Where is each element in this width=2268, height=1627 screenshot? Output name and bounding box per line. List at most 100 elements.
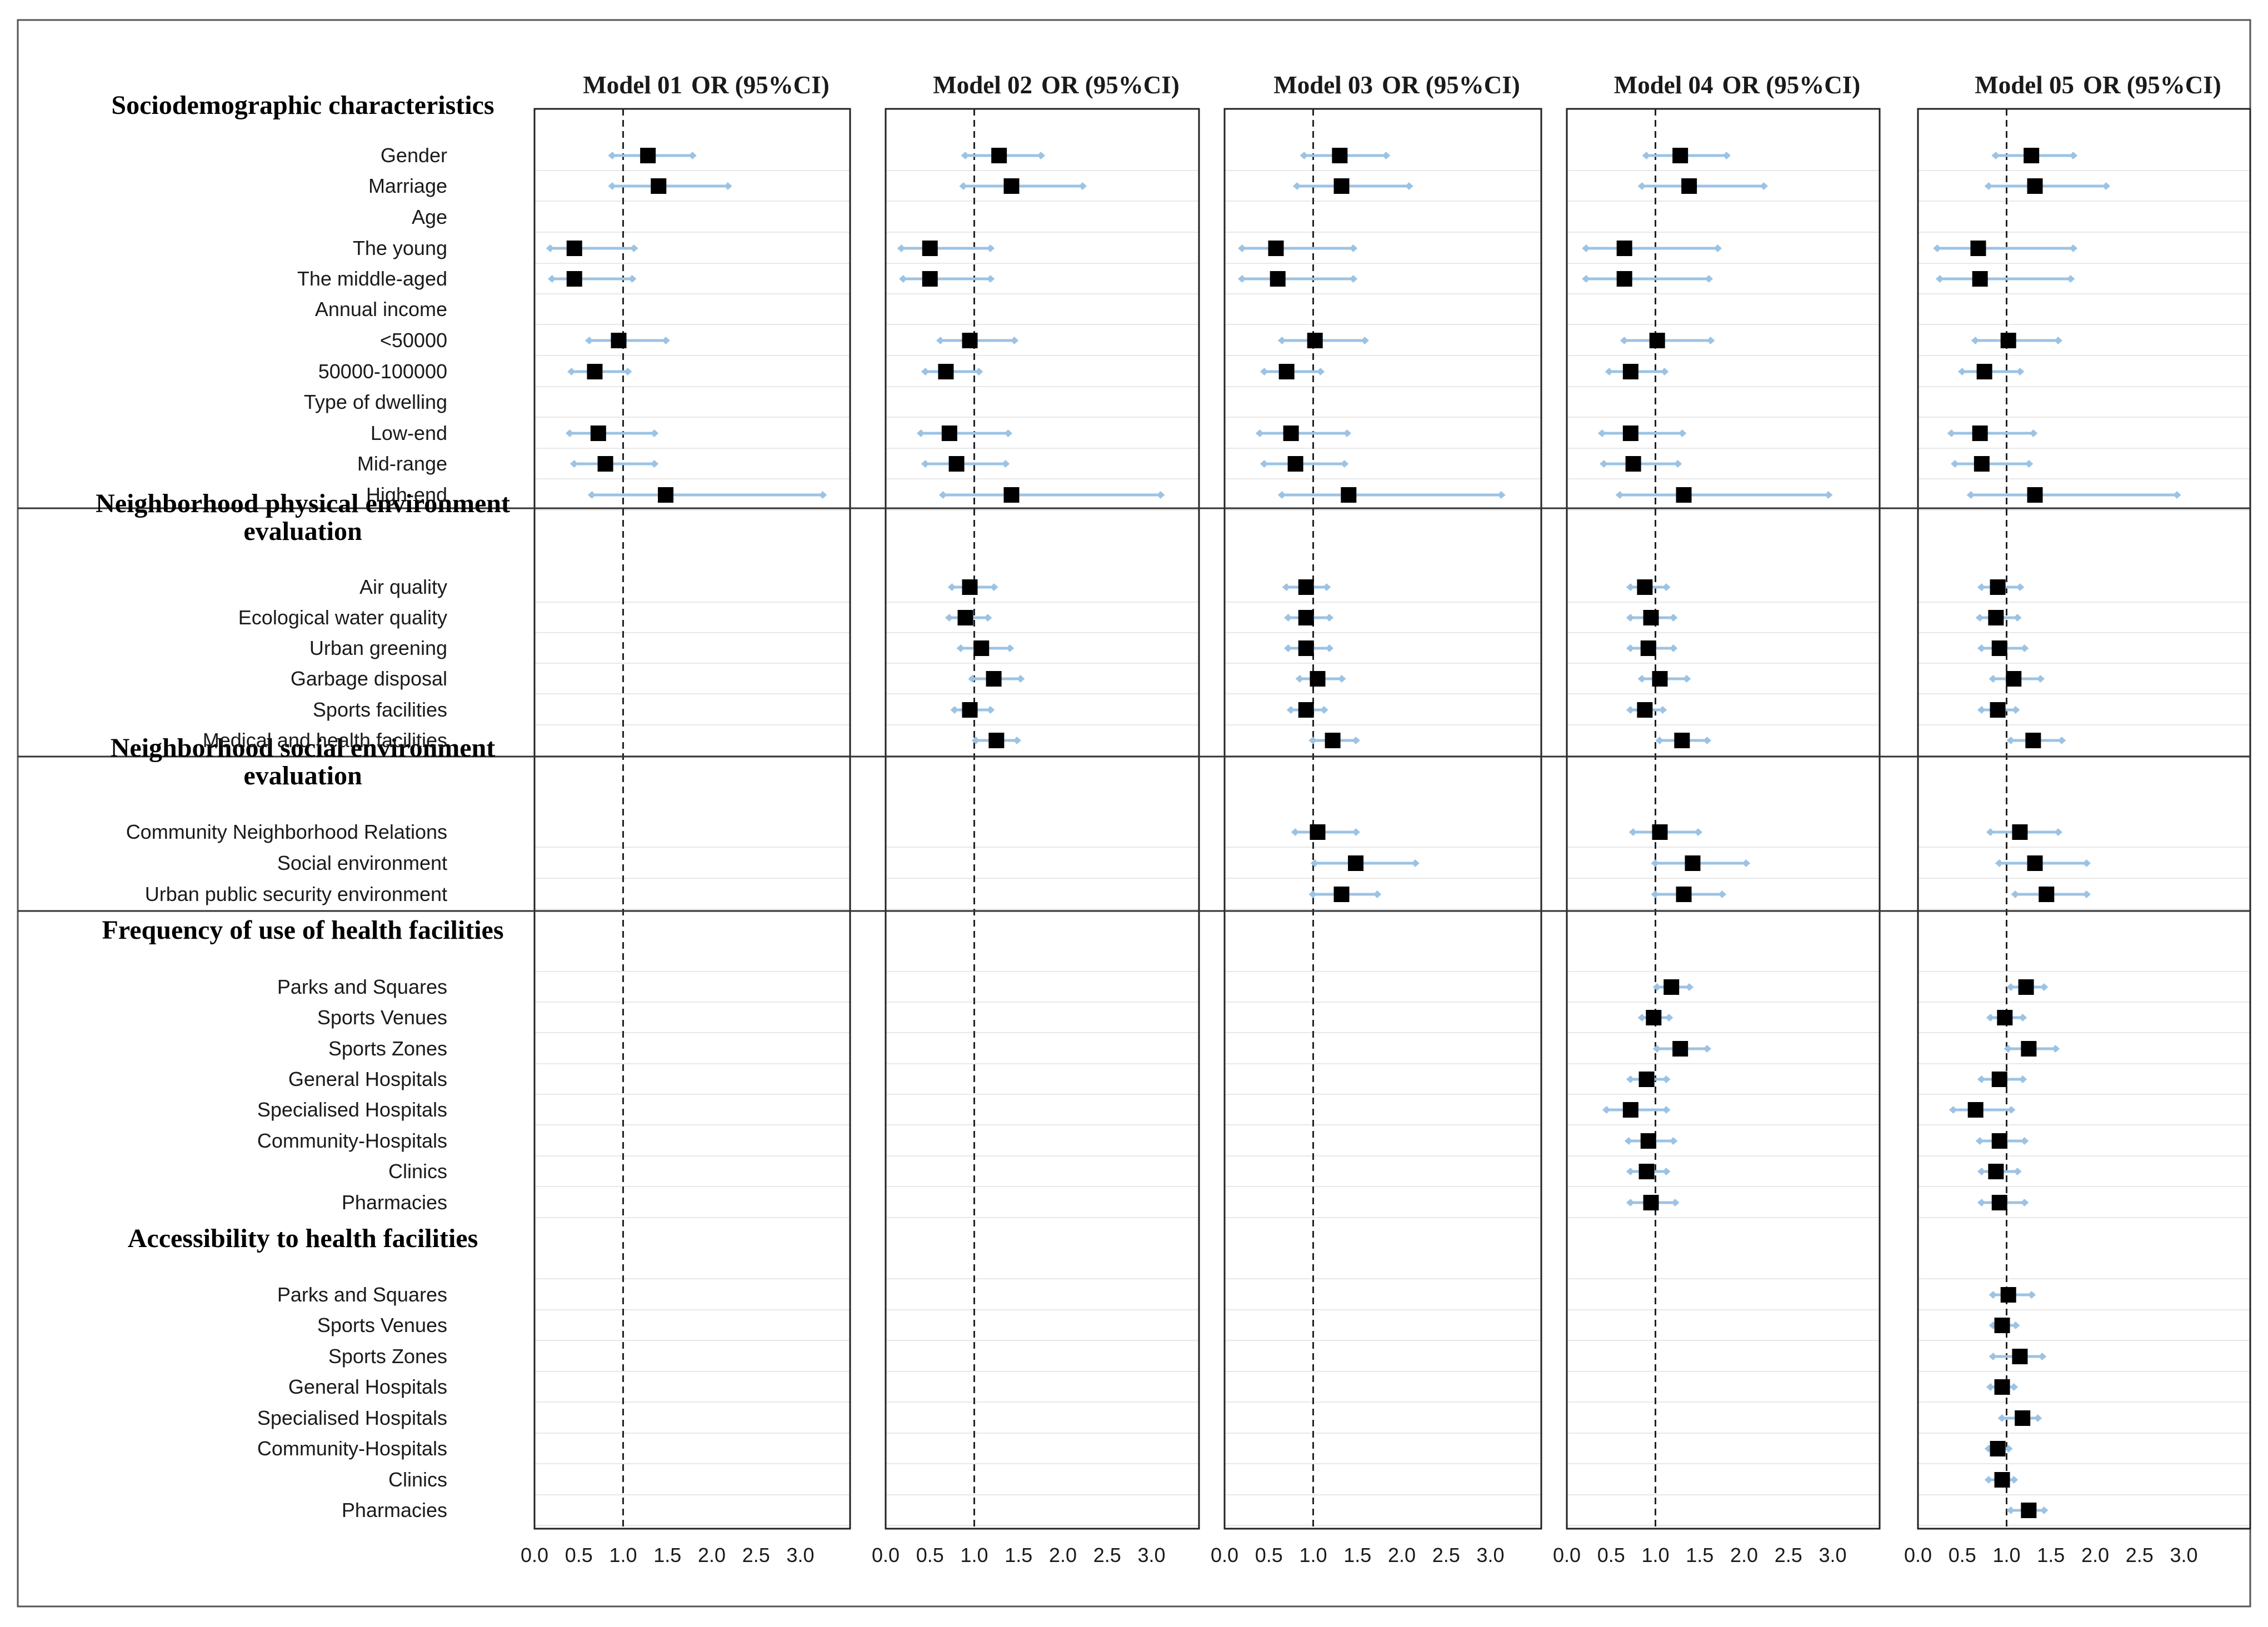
ci-lower-cap [1310,859,1318,867]
row-label: Community Neighborhood Relations [126,820,447,843]
ci-lower-cap [1637,675,1646,683]
or-point [1003,487,1020,503]
or-point [948,456,965,472]
ci-lower-cap [916,429,925,437]
ci-lower-cap [921,368,929,376]
ci-lower-cap [1620,337,1628,344]
ci-upper-cap [1665,1014,1673,1022]
x-tick-label: 0.5 [1255,1544,1283,1566]
ci-lower-cap [1626,1168,1634,1175]
ci-lower-cap [1977,1168,1985,1175]
ci-upper-cap [1350,275,1358,283]
ci-upper-cap [1005,429,1013,437]
ci-lower-cap [1615,491,1623,499]
ci-lower-cap [1308,890,1317,898]
ci-lower-cap [1975,1137,1984,1145]
row-label: Sports Venues [317,1006,447,1029]
x-tick-label: 1.0 [1992,1544,2020,1566]
or-point [1967,1102,1984,1118]
x-tick-label: 2.0 [1049,1544,1077,1566]
ci-lower-cap [1977,706,1985,714]
or-point [1974,456,1990,472]
panel-4-box [1566,108,1881,1530]
or-point [587,364,603,379]
row-label: Sports Zones [328,1345,447,1368]
ci-upper-cap [2030,429,2038,437]
x-tick-label: 3.0 [1137,1544,1165,1566]
ci-upper-cap [1704,737,1712,744]
ci-upper-cap [2021,644,2029,652]
x-tick-label: 3.0 [1476,1544,1504,1566]
or-point [1298,640,1314,656]
ci-upper-cap [2052,1045,2060,1053]
row-label: Air quality [359,575,447,598]
or-point [1991,1195,2007,1210]
ci-upper-cap [1760,182,1769,190]
x-tick-label: 0.5 [916,1544,944,1566]
section-title: Sociodemographic characteristics [111,91,494,120]
section-title: Neighborhood social environment evaluatio… [111,733,496,790]
row-label: Parks and Squares [277,1283,447,1306]
or-point [922,271,938,287]
ci-upper-cap [630,244,638,252]
ci-upper-cap [2067,275,2075,283]
ci-upper-cap [1671,1199,1680,1207]
row-label: 50000-100000 [318,360,447,383]
x-tick-label: 0.0 [1211,1544,1238,1566]
ci-lower-cap [1286,706,1295,714]
ci-lower-cap [1626,644,1634,652]
ci-lower-cap [1989,675,1997,683]
or-point [922,241,938,256]
row-label: Age [412,206,447,228]
panel-or-label: OR (95%CI) [1382,71,1520,99]
panel-title: Model 03 [1273,71,1373,99]
panel-5-box [1917,108,2251,1530]
ci-upper-cap [1723,152,1731,159]
ci-lower-cap [897,244,905,252]
or-point [991,148,1007,163]
panel-title: Model 02 [933,71,1032,99]
x-tick-label: 3.0 [786,1544,814,1566]
x-tick-label: 0.0 [1553,1544,1581,1566]
ci-upper-cap [1670,614,1678,622]
ci-upper-cap [1013,737,1022,744]
or-point [2021,1041,2037,1057]
ci-upper-cap [1707,337,1715,344]
ci-lower-cap [1651,890,1659,898]
ci-lower-cap [1626,583,1634,591]
row-label: Sports Zones [328,1037,447,1060]
ci-upper-cap [1011,337,1019,344]
ci-lower-cap [570,460,578,468]
ci-upper-cap [1686,983,1694,991]
or-point [1991,1072,2007,1087]
ci-upper-cap [1670,644,1678,652]
row-label: Community-Hospitals [257,1129,447,1152]
or-point [566,271,582,287]
or-point [962,702,978,718]
or-point [1622,1102,1638,1118]
ci-upper-cap [2028,1291,2036,1299]
ci-lower-cap [1277,337,1286,344]
ci-upper-cap [1825,491,1833,499]
ci-upper-cap [1341,460,1349,468]
or-point [1332,148,1348,163]
ci-upper-cap [2037,675,2045,683]
panel-or-label: OR (95%CI) [1041,71,1180,99]
ci-upper-cap [651,429,659,437]
ci-upper-cap [1662,583,1671,591]
ci-upper-cap [1350,244,1358,252]
ci-lower-cap [2006,1506,2015,1514]
ci-lower-cap [1291,828,1299,836]
ci-lower-cap [1642,152,1650,159]
or-point [1638,1072,1655,1087]
ci-lower-cap [945,614,953,622]
row-label: Gender [381,144,447,167]
ci-upper-cap [624,368,632,376]
or-point [1649,333,1665,348]
ci-upper-cap [2070,152,2078,159]
x-tick-label: 0.0 [1904,1544,1932,1566]
ci-lower-cap [1984,1476,1992,1484]
ci-lower-cap [1582,275,1590,283]
section-title: Frequency of use of health facilities [102,915,503,945]
ci-upper-cap [2012,1321,2020,1329]
